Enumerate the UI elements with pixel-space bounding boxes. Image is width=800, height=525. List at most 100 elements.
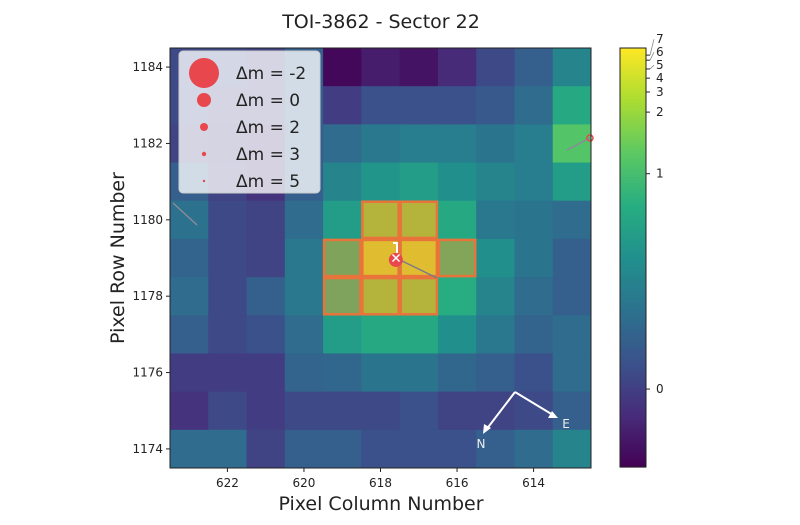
aperture-pixel — [361, 276, 400, 316]
colorbar-segment — [620, 464, 646, 468]
pixel-cell — [361, 429, 401, 469]
pixel-cell — [399, 238, 439, 278]
colorbar-segment — [620, 185, 646, 190]
colorbar-segment — [620, 395, 646, 399]
legend-label: Δm = -2 — [236, 64, 306, 84]
pixel-cell — [437, 238, 477, 278]
pixel-cell — [437, 429, 477, 469]
pixel-cell — [514, 429, 554, 469]
colorbar-segment — [620, 149, 646, 154]
pixel-cell — [552, 162, 592, 202]
pixel-cell — [476, 429, 515, 469]
pixel-cell — [208, 238, 248, 278]
pixel-cell — [246, 315, 286, 354]
colorbar-segment — [620, 245, 646, 250]
aperture-mask — [322, 200, 477, 316]
colorbar-segment — [620, 50, 646, 55]
colorbar-segment — [620, 353, 646, 357]
pixel-cell — [552, 353, 592, 393]
neighbor-star-arrow — [566, 137, 591, 151]
colorbar-segment — [620, 446, 646, 450]
colorbar-tick-label: 0 — [656, 382, 664, 396]
pixel-cell — [208, 429, 248, 469]
colorbar-segment — [620, 104, 646, 109]
colorbar-segment — [620, 98, 646, 103]
colorbar-segment — [620, 443, 646, 447]
pixel-cell — [361, 391, 401, 431]
pixel-cell — [399, 86, 439, 125]
pixel-cell — [284, 277, 324, 316]
pixel-cell — [323, 277, 362, 316]
colorbar-segment — [620, 140, 646, 145]
aperture-pixel — [399, 276, 439, 316]
pixel-cell — [552, 238, 592, 278]
legend-marker — [202, 179, 206, 183]
colorbar-segment — [620, 455, 646, 459]
pixel-cell — [208, 353, 248, 393]
pixel-cell — [170, 429, 209, 469]
colorbar-segment — [620, 296, 646, 300]
colorbar-label-leader — [649, 39, 655, 56]
pixel-cell — [552, 124, 592, 164]
legend-marker — [200, 123, 208, 131]
pixel-cell — [476, 353, 515, 393]
legend-label: Δm = 0 — [236, 91, 300, 111]
pixel-cell — [170, 391, 209, 431]
colorbar-segment — [620, 302, 646, 306]
y-tick-label: 1178 — [132, 289, 163, 303]
legend-label: Δm = 3 — [236, 145, 300, 165]
pixel-cell — [476, 86, 515, 125]
pixel-cell — [246, 391, 286, 431]
pixel-cell — [552, 391, 592, 431]
colorbar-segment — [620, 386, 646, 390]
colorbar-segment — [620, 86, 646, 91]
colorbar-segment — [620, 320, 646, 324]
colorbar-segment — [620, 425, 646, 429]
colorbar-segment — [620, 164, 646, 169]
pixel-cell — [361, 353, 401, 393]
colorbar-segment — [620, 62, 646, 67]
colorbar-frame — [619, 47, 647, 468]
colorbar-segment — [620, 233, 646, 238]
pixel-cell — [552, 277, 592, 316]
colorbar-segment — [620, 215, 646, 220]
colorbar-segment — [620, 197, 646, 202]
legend-marker — [201, 151, 207, 157]
colorbar-segment — [620, 68, 646, 73]
colorbar-segment — [620, 137, 646, 142]
pixel-cell — [437, 391, 477, 431]
colorbar-segment — [620, 362, 646, 366]
pixel-cell — [361, 86, 401, 125]
colorbar-segment — [620, 413, 646, 417]
colorbar-label-leader — [649, 64, 655, 70]
colorbar-segment — [620, 251, 646, 256]
colorbar-segment — [620, 326, 646, 330]
colorbar-segment — [620, 122, 646, 127]
colorbar-segment — [620, 143, 646, 148]
pixel-cell — [476, 200, 515, 240]
x-axis-label: Pixel Column Number — [278, 493, 483, 515]
pixel-cell — [361, 48, 401, 87]
pixel-cell — [323, 200, 362, 240]
colorbar-segment — [620, 284, 646, 289]
pixel-cell — [399, 200, 439, 240]
colorbar-segment — [620, 59, 646, 64]
colorbar-segment — [620, 299, 646, 303]
pixel-cell — [399, 429, 439, 469]
colorbar-tick-label: 1 — [656, 167, 664, 181]
colorbar-segment — [620, 65, 646, 70]
colorbar-segment — [620, 407, 646, 411]
colorbar-segment — [620, 158, 646, 163]
aperture-pixel — [399, 200, 439, 240]
north-label: N — [477, 437, 486, 451]
y-tick-label: 1174 — [132, 442, 163, 456]
compass: N E — [477, 391, 570, 451]
colorbar-segment — [620, 119, 646, 124]
colorbar-segment — [620, 311, 646, 315]
colorbar-segment — [620, 272, 646, 277]
target-motion-line — [395, 257, 438, 279]
colorbar-segment — [620, 383, 646, 387]
colorbar-segment — [620, 452, 646, 456]
pixel-cell — [246, 429, 286, 469]
legend-label: Δm = 2 — [236, 118, 300, 138]
